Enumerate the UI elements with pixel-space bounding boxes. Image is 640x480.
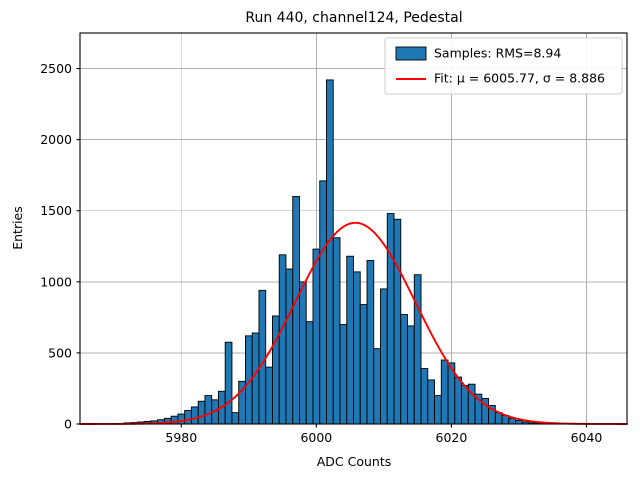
histogram-bar <box>231 412 240 425</box>
histogram-bar <box>184 410 192 425</box>
histogram-bar <box>258 289 267 425</box>
y-tick-label: 2500 <box>40 61 72 76</box>
x-tick-label: 6040 <box>571 430 603 445</box>
histogram-bars <box>123 79 544 425</box>
y-tick-label: 1500 <box>40 203 72 218</box>
histogram-bar <box>380 288 388 425</box>
x-tick-label: 6000 <box>300 430 332 445</box>
gaussian-fit-curve <box>79 221 628 425</box>
legend-label: Samples: RMS=8.94 <box>434 46 561 61</box>
histogram-bar <box>204 395 213 425</box>
legend-swatch-samples <box>395 46 427 61</box>
histogram-bar <box>407 325 415 425</box>
histogram-bar <box>299 281 307 425</box>
histogram-bar <box>359 304 368 425</box>
histogram-bar <box>434 395 442 425</box>
histogram-bar <box>373 348 381 425</box>
grid-lines <box>80 33 627 424</box>
histogram-bar <box>339 324 348 425</box>
axes-frame <box>79 32 628 425</box>
histogram-bar <box>508 417 517 425</box>
x-tick-label: 6020 <box>436 430 468 445</box>
histogram-bar <box>285 268 294 425</box>
histogram-bar <box>346 255 354 425</box>
histogram-bar <box>265 366 273 425</box>
x-tick-label: 5980 <box>165 430 197 445</box>
legend-entry[interactable]: Fit: μ = 6005.77, σ = 8.886 <box>396 71 605 86</box>
legend-entry[interactable]: Samples: RMS=8.94 <box>395 46 561 61</box>
histogram-bar <box>190 406 199 425</box>
histogram-bar <box>427 379 435 425</box>
histogram-bar <box>454 376 462 425</box>
histogram-bar <box>224 341 233 425</box>
legend[interactable]: Samples: RMS=8.94 Fit: μ = 6005.77, σ = 8… <box>384 37 623 95</box>
histogram-bar <box>353 271 361 425</box>
histogram-bar <box>332 237 341 425</box>
y-axis-label: Entries <box>10 206 25 250</box>
page-title: Run 440, channel124, Pedestal <box>245 10 462 26</box>
histogram-bar <box>420 368 429 425</box>
legend-label: Fit: μ = 6005.77, σ = 8.886 <box>434 71 605 86</box>
histogram-bar <box>400 314 408 425</box>
histogram-bar <box>292 196 300 425</box>
plot-border <box>79 32 628 425</box>
fit-line <box>79 221 628 425</box>
histogram-bar <box>319 180 327 425</box>
histogram-bar <box>305 321 314 425</box>
histogram-bar <box>413 274 422 425</box>
histogram-bar <box>251 332 260 425</box>
histogram-bar <box>461 385 469 425</box>
y-tick-label: 0 <box>64 417 72 432</box>
histogram-bar <box>386 213 395 425</box>
y-tick-label: 2000 <box>40 132 72 147</box>
axis-tick-labels: 0 500 1000 1500 2000 2500 5980 6000 6020 6040 <box>40 61 602 445</box>
y-tick-label: 1000 <box>40 274 72 289</box>
histogram-bar <box>177 413 186 425</box>
histogram-bar <box>197 400 206 425</box>
histogram-bar <box>366 260 375 425</box>
legend-box <box>384 37 623 95</box>
histogram-bar <box>278 254 287 425</box>
y-tick-label: 500 <box>48 345 72 360</box>
x-axis-label: ADC Counts <box>317 454 392 469</box>
axis-ticks <box>76 67 588 428</box>
histogram-bar <box>440 359 449 425</box>
histogram-bar <box>312 248 321 425</box>
histogram-bar <box>393 218 402 425</box>
histogram-bar <box>326 79 334 425</box>
histogram-bar <box>272 315 280 425</box>
